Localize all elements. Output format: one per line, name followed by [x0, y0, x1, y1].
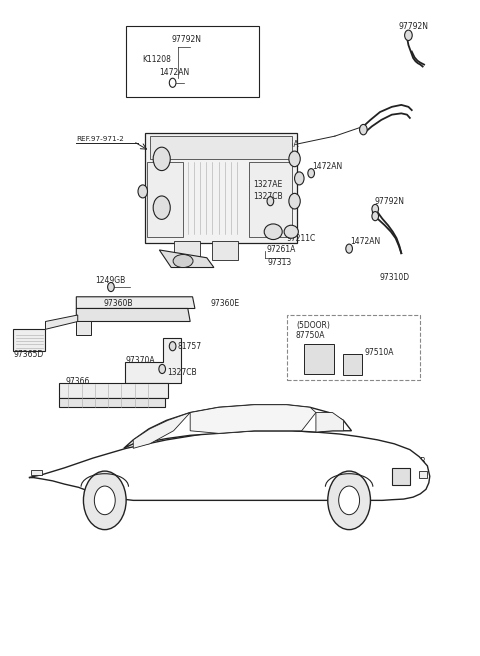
Circle shape — [108, 283, 114, 291]
Bar — [250, 162, 292, 237]
Bar — [288, 315, 420, 380]
Text: 97792N: 97792N — [171, 35, 201, 45]
Text: (5DOOR): (5DOOR) — [296, 321, 330, 330]
Circle shape — [289, 151, 300, 167]
Text: 1327CB: 1327CB — [167, 368, 197, 377]
Circle shape — [405, 30, 412, 41]
Polygon shape — [392, 468, 410, 485]
Circle shape — [346, 244, 352, 253]
Circle shape — [84, 471, 126, 529]
Circle shape — [339, 486, 360, 515]
Circle shape — [372, 212, 379, 220]
Text: 1472AN: 1472AN — [159, 68, 190, 77]
Text: 1327CB: 1327CB — [253, 192, 283, 201]
Text: 97365D: 97365D — [13, 350, 44, 359]
Text: 97313: 97313 — [267, 258, 292, 268]
Circle shape — [295, 172, 304, 185]
Text: 1472AN: 1472AN — [350, 237, 381, 246]
Bar — [126, 26, 259, 97]
Text: 97510A: 97510A — [365, 348, 394, 358]
Polygon shape — [124, 405, 351, 448]
Circle shape — [289, 194, 300, 209]
Polygon shape — [59, 398, 165, 407]
Text: 97366: 97366 — [65, 377, 90, 386]
Polygon shape — [31, 470, 42, 475]
Text: 97370A: 97370A — [125, 356, 155, 365]
Bar — [174, 241, 200, 260]
Circle shape — [95, 486, 115, 515]
Text: 87750A: 87750A — [296, 331, 325, 340]
Text: 97360B: 97360B — [104, 298, 133, 308]
Ellipse shape — [284, 225, 299, 238]
Text: 97066A: 97066A — [269, 140, 299, 149]
Polygon shape — [343, 354, 362, 375]
Text: 97261A: 97261A — [266, 245, 296, 255]
Text: REF.97-971-2: REF.97-971-2 — [76, 136, 124, 142]
Text: 97792N: 97792N — [399, 22, 429, 31]
Ellipse shape — [173, 255, 193, 268]
Bar — [150, 136, 292, 159]
Circle shape — [153, 147, 170, 171]
Polygon shape — [159, 250, 214, 268]
Text: 97792N: 97792N — [374, 197, 404, 206]
Text: 97211C: 97211C — [287, 234, 316, 243]
Circle shape — [153, 196, 170, 219]
Polygon shape — [29, 431, 430, 501]
Text: 1249GB: 1249GB — [96, 276, 126, 285]
Bar — [147, 162, 183, 237]
Polygon shape — [304, 344, 334, 373]
Text: 97360E: 97360E — [211, 298, 240, 308]
Text: 1327AE: 1327AE — [253, 180, 283, 190]
Polygon shape — [125, 338, 180, 383]
Text: K11208: K11208 — [143, 55, 172, 64]
Circle shape — [267, 197, 274, 206]
Circle shape — [328, 471, 371, 529]
Polygon shape — [59, 383, 168, 398]
Circle shape — [138, 185, 147, 198]
Circle shape — [159, 365, 166, 373]
Bar — [145, 133, 297, 243]
Polygon shape — [76, 321, 91, 335]
Polygon shape — [133, 413, 190, 448]
Polygon shape — [316, 413, 343, 432]
Polygon shape — [76, 297, 195, 308]
Text: 97310D: 97310D — [379, 273, 409, 282]
Circle shape — [360, 125, 367, 135]
Circle shape — [169, 342, 176, 351]
Circle shape — [308, 169, 314, 178]
Bar — [212, 241, 238, 260]
Polygon shape — [13, 329, 46, 351]
Polygon shape — [190, 405, 316, 434]
Text: 97510B: 97510B — [396, 457, 426, 466]
Polygon shape — [76, 308, 190, 321]
Ellipse shape — [264, 224, 282, 239]
Polygon shape — [420, 471, 427, 478]
Circle shape — [372, 205, 379, 213]
Text: 1472AN: 1472AN — [312, 162, 343, 171]
Text: 81757: 81757 — [178, 342, 202, 351]
Circle shape — [169, 78, 176, 87]
Polygon shape — [46, 315, 78, 329]
